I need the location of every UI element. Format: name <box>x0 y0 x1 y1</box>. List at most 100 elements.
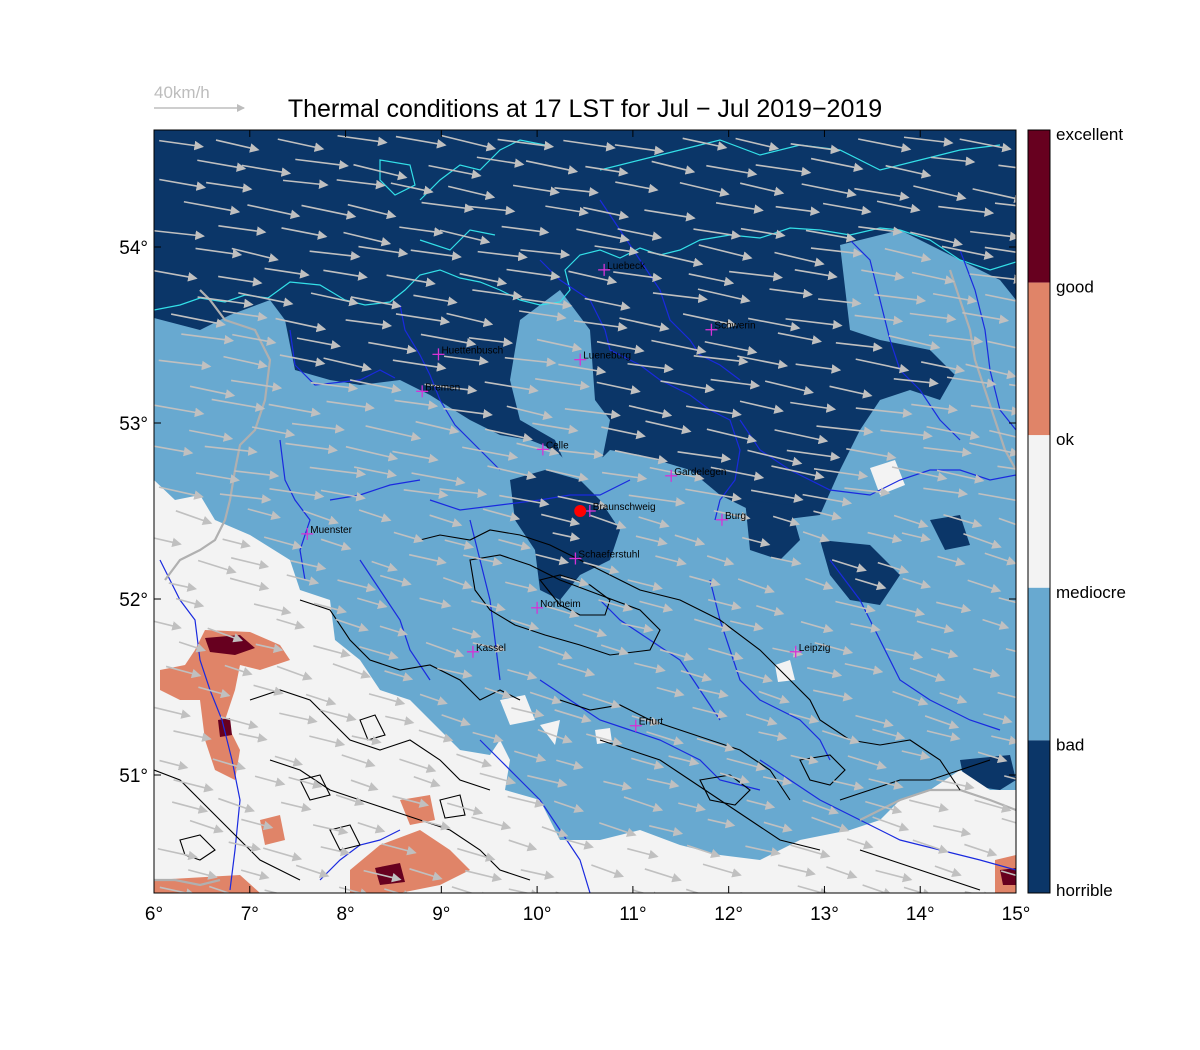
wind-arrow <box>774 429 829 445</box>
wind-arrow <box>181 333 235 345</box>
wind-arrow <box>206 181 253 193</box>
wind-arrow <box>847 755 887 770</box>
lat-tick-label: 52° <box>119 590 148 611</box>
wind-arrow <box>822 202 872 216</box>
wind-arrow <box>685 488 742 503</box>
wind-arrow <box>312 824 349 836</box>
city-label: Muenster <box>310 525 352 536</box>
wind-arrow <box>704 340 758 356</box>
wind-arrow <box>471 816 512 831</box>
wind-arrow <box>651 160 696 175</box>
wind-arrow <box>508 839 538 852</box>
wind-arrow <box>678 802 706 813</box>
wind-arrow <box>320 538 352 551</box>
wind-arrow <box>885 648 924 661</box>
wind-arrow <box>519 310 567 322</box>
wind-arrow <box>627 579 663 592</box>
wind-arrow <box>305 693 337 706</box>
wind-arrow <box>310 292 359 307</box>
wind-arrow <box>499 494 550 508</box>
wind-arrow <box>238 732 268 743</box>
wind-arrow <box>977 751 1008 764</box>
city-bremen: Bremen <box>416 382 460 398</box>
wind-arrow <box>598 599 634 612</box>
wind-arrow <box>350 779 379 792</box>
wind-arrow <box>911 271 955 285</box>
wind-arrow <box>888 335 941 351</box>
wind-arrow <box>320 846 351 857</box>
city-markers: Luebeck Schwerin Huettenbusch Lueneburg Brem… <box>301 261 830 732</box>
wind-arrow <box>891 466 948 482</box>
wind-arrow <box>855 407 913 418</box>
wind-arrow <box>269 488 325 501</box>
wind-arrow <box>556 759 584 770</box>
wind-arrow <box>399 226 444 237</box>
wind-arrow <box>323 357 372 372</box>
wind-arrow <box>686 405 742 419</box>
wind-arrow <box>973 667 1001 679</box>
wind-arrow <box>932 292 978 305</box>
wind-arrow <box>223 355 268 370</box>
wind-arrow <box>795 363 842 374</box>
wind-arrow <box>393 531 424 544</box>
wind-arrow <box>987 340 1016 349</box>
wind-arrow <box>739 400 784 414</box>
wind-arrow <box>385 715 415 726</box>
wind-arrow <box>456 753 492 768</box>
wind-arrow <box>967 579 1002 593</box>
wind-arrow <box>482 508 521 522</box>
wind-arrow <box>601 426 646 440</box>
wind-arrow <box>568 270 618 286</box>
wind-arrow <box>268 403 321 417</box>
wind-arrow <box>418 729 454 743</box>
wind-arrow <box>737 578 775 594</box>
wind-arrow <box>484 687 513 699</box>
city-label: Bremen <box>425 382 460 393</box>
wind-arrow <box>338 886 370 893</box>
wind-arrow <box>529 691 563 705</box>
wind-arrow <box>421 201 475 213</box>
wind-arrow <box>941 245 994 260</box>
wind-arrow <box>263 536 303 550</box>
wind-arrow <box>638 516 670 529</box>
wind-arrow <box>452 627 482 639</box>
wind-arrow <box>702 863 742 878</box>
colorbar-segment <box>1028 435 1050 588</box>
city-gardelegen: Gardelegen <box>665 467 726 482</box>
wind-arrow <box>484 428 533 443</box>
wind-arrow <box>443 355 489 366</box>
horrible-patch-east <box>745 500 970 605</box>
wind-arrow <box>926 425 980 441</box>
wind-arrow <box>583 206 630 220</box>
mediocre-patch-ne <box>870 460 905 495</box>
wind-arrow <box>545 205 589 217</box>
wind-arrow <box>584 297 631 311</box>
wind-arrow <box>399 758 437 773</box>
colorbar-segment <box>1028 587 1050 741</box>
wind-arrow <box>309 250 361 261</box>
wind-arrow <box>507 668 538 681</box>
wind-arrow <box>558 363 607 376</box>
wind-arrow <box>313 645 351 658</box>
wind-arrow <box>295 864 330 878</box>
wind-arrow <box>276 618 306 630</box>
wind-arrow <box>758 731 788 742</box>
city-schaeferstuhl: Schaeferstuhl <box>569 550 640 565</box>
wind-arrow <box>413 776 441 788</box>
wind-arrow <box>365 425 422 442</box>
wind-arrow <box>679 181 730 197</box>
wind-arrow <box>790 844 831 859</box>
wind-arrow <box>745 713 778 726</box>
wind-arrow <box>735 669 773 684</box>
wind-arrow <box>459 272 508 287</box>
wind-arrow <box>902 577 932 590</box>
wind-arrow <box>247 508 281 521</box>
wind-arrow <box>688 273 735 287</box>
wind-arrow <box>802 799 839 815</box>
city-muenster: Muenster <box>301 525 353 540</box>
longitude-axis: 6° 7° 8° 9° 10° 11° 12° 13° 14° 15° <box>145 130 1030 925</box>
wind-arrow <box>422 820 451 831</box>
wind-arrow <box>946 376 997 388</box>
wind-arrow <box>183 200 241 216</box>
wind-arrow <box>178 641 207 653</box>
